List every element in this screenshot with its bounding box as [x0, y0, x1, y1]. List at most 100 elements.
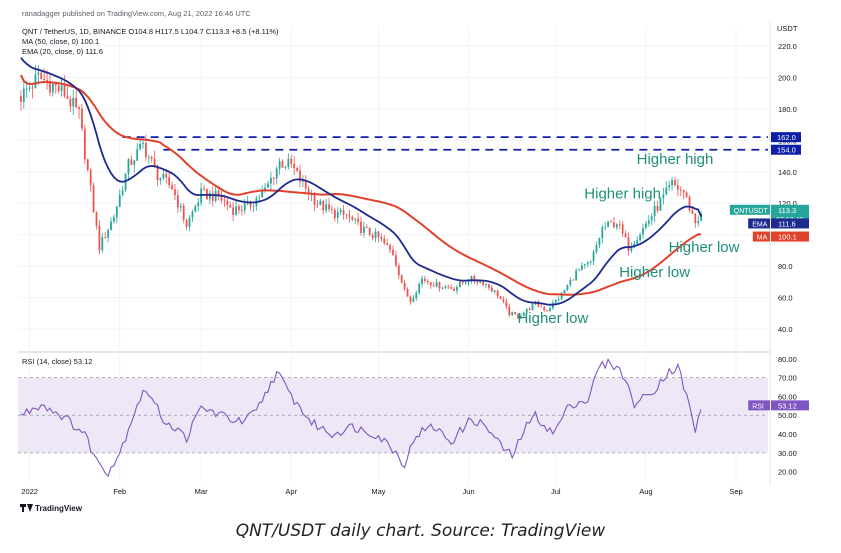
- candle-body: [395, 255, 397, 266]
- tradingview-logo-text: TradingView: [35, 504, 83, 513]
- candle-body: [113, 217, 115, 222]
- candle-body: [418, 283, 421, 293]
- candle-body: [604, 227, 607, 228]
- candle-body: [682, 190, 685, 193]
- candle-body: [598, 238, 601, 246]
- candle-body: [470, 276, 473, 281]
- candle-body: [621, 224, 624, 234]
- candle-body: [392, 249, 394, 256]
- candle-body: [34, 74, 37, 88]
- price-tags: 162.0154.0QNTUSDT113.307:13:40EMA111.6MA…: [729, 132, 809, 411]
- candle-body: [613, 222, 615, 228]
- candle-body: [136, 149, 139, 161]
- candle-body: [139, 143, 141, 150]
- price-tag-value: 100.1: [778, 233, 797, 242]
- candle-body: [453, 288, 455, 291]
- candle-body: [389, 245, 391, 250]
- candle-body: [171, 185, 173, 190]
- candle-body: [147, 157, 150, 158]
- price-tag-name-bg: [748, 400, 770, 411]
- price-tag-name: RSI: [752, 403, 764, 410]
- candle-body: [639, 234, 641, 241]
- candle-body: [220, 196, 223, 201]
- candle-body: [272, 177, 275, 179]
- candle-body: [296, 168, 298, 171]
- candle-body: [380, 236, 383, 239]
- candle-body: [461, 281, 464, 283]
- candle-body: [668, 185, 671, 188]
- candle-body: [403, 282, 406, 289]
- candle-body: [299, 170, 301, 182]
- candle-body: [583, 264, 586, 266]
- rsi-tick-label: 60.00: [778, 392, 797, 401]
- price-tag-name: MA: [757, 235, 768, 242]
- tradingview-logo[interactable]: TradingView: [20, 504, 83, 513]
- candle-body: [179, 205, 182, 208]
- candle-body: [485, 284, 487, 286]
- candle-body: [208, 193, 211, 200]
- candle-body: [371, 234, 374, 239]
- price-chart[interactable]: Higher high Higher high Higher low Higher l…: [0, 0, 841, 520]
- candle-body: [368, 227, 371, 235]
- price-tick-label: 120.0: [778, 199, 797, 208]
- candle-body: [429, 282, 432, 286]
- candle-body: [601, 227, 604, 239]
- candle-body: [467, 280, 470, 283]
- candle-body: [700, 213, 703, 221]
- candle-body: [121, 190, 124, 195]
- candle-body: [287, 158, 290, 168]
- candle-body: [647, 220, 650, 224]
- candle-body: [28, 87, 31, 89]
- price-tick-label: 60.0: [778, 294, 793, 303]
- price-tag-name: EMA: [752, 221, 768, 228]
- candle-body: [412, 298, 415, 302]
- candle-body: [397, 265, 400, 276]
- time-tick-label: 2022: [21, 487, 38, 496]
- candle-body: [110, 221, 112, 230]
- candle-body: [630, 246, 633, 251]
- candle-body: [386, 243, 389, 246]
- candle-body: [290, 158, 293, 164]
- candle-body: [316, 204, 319, 206]
- price-tag-value-bg: [771, 231, 809, 242]
- candle-body: [360, 221, 362, 234]
- candle-body: [694, 213, 697, 224]
- annotation-label: Higher high: [637, 151, 714, 168]
- candle-body: [72, 97, 75, 107]
- candle-body: [365, 226, 368, 228]
- candle-body: [438, 282, 441, 289]
- candle-body: [66, 95, 69, 99]
- candle-body: [636, 240, 639, 244]
- candle-body: [615, 224, 618, 228]
- candle-body: [543, 307, 546, 311]
- candle-body: [482, 281, 485, 285]
- candle-body: [342, 209, 345, 215]
- candle-body: [264, 187, 266, 192]
- candle-body: [75, 97, 78, 108]
- candle-body: [560, 292, 563, 300]
- candle-body: [557, 299, 560, 300]
- candle-body: [46, 80, 48, 82]
- candle-body: [589, 261, 592, 263]
- rsi-tick-label: 70.00: [778, 374, 797, 383]
- candle-body: [98, 225, 101, 251]
- candle-body: [203, 188, 205, 190]
- candle-body: [581, 265, 583, 270]
- figure-caption: QNT/USDT daily chart. Source: TradingVie…: [235, 521, 606, 541]
- symbol-legend: QNT / TetherUS, 1D, BINANCE O104.8 H117.…: [22, 27, 279, 36]
- candle-body: [310, 194, 313, 196]
- candle-body: [569, 279, 572, 285]
- candle-body: [517, 314, 519, 319]
- price-tag-name: QNTUSDT: [734, 208, 769, 215]
- candlestick-series[interactable]: [20, 65, 703, 320]
- candle-body: [435, 282, 438, 287]
- candle-body: [456, 287, 458, 291]
- currency-label: USDT: [777, 24, 798, 33]
- candle-body: [261, 191, 264, 198]
- candle-body: [595, 245, 598, 252]
- tradingview-logo-icon: [20, 504, 33, 512]
- candle-body: [444, 286, 447, 288]
- candle-body: [319, 200, 322, 205]
- candle-body: [238, 206, 240, 211]
- candle-body: [406, 288, 409, 297]
